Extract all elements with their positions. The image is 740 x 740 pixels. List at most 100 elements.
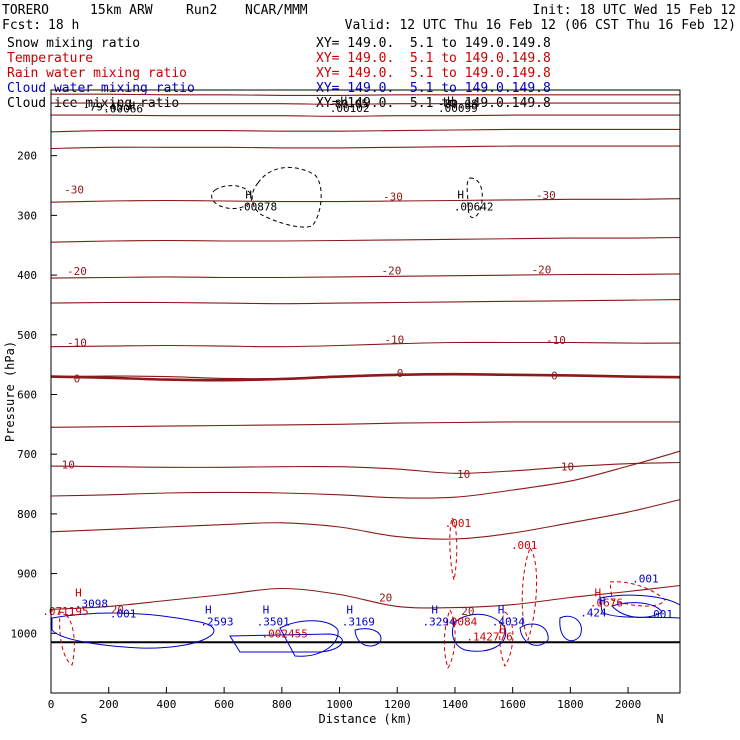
contour-label: .00642 <box>454 200 494 213</box>
rain-water-contour <box>521 547 537 642</box>
cloud-water-contour <box>354 628 382 647</box>
cloud-water-contour <box>452 613 507 652</box>
legend-name-temperature: Temperature <box>7 51 94 66</box>
legend-xy-temperature: XY= 149.0. 5.1 to 149.0.149.8 <box>316 51 551 66</box>
contour-label: .3169 <box>342 615 375 628</box>
y-tick-label: 600 <box>17 388 37 401</box>
x-tick-label: 800 <box>272 698 292 711</box>
header-run: Run2 <box>186 3 218 18</box>
isotherm-m25 <box>50 236 681 243</box>
contour-label: 0 <box>74 372 81 385</box>
contour-label: .00066 <box>103 103 143 116</box>
contour-label: .3501 <box>257 615 290 628</box>
contour-label: .001 <box>647 608 674 621</box>
isotherm-m45 <box>50 114 680 117</box>
contour-label: H <box>75 587 82 600</box>
x-tick-label: 0 <box>48 698 55 711</box>
contour-label: .0084 <box>444 615 477 628</box>
isotherm-m40 <box>50 128 680 133</box>
y-tick-label: 700 <box>17 448 37 461</box>
y-tick-label: 300 <box>17 209 37 222</box>
header-init: Init: 18 UTC Wed 15 Feb 12 <box>532 3 737 18</box>
header-resolution: 15km ARW <box>90 3 153 18</box>
x-tick-label: 400 <box>156 698 176 711</box>
contour-label: -30 <box>383 190 403 203</box>
contour-label: 20 <box>379 591 392 604</box>
contour-label: 20 <box>461 605 474 618</box>
contour-label: .001 <box>110 608 137 621</box>
legend-name-rain: Rain water mixing ratio <box>7 66 188 81</box>
contour-label: -20 <box>532 264 552 277</box>
contour-label: .00102 <box>330 102 370 115</box>
plot-frame <box>50 89 681 694</box>
contour-label: -30 <box>536 189 556 202</box>
isotherm-m35 <box>50 145 680 150</box>
cloud-water-contour <box>611 602 663 618</box>
header-fcst-value: 18 h <box>48 18 80 33</box>
x-tick-label: 200 <box>99 698 119 711</box>
contour-label: -30 <box>64 184 84 197</box>
contour-label: H <box>447 95 454 108</box>
x-tick-label: 2000 <box>615 698 642 711</box>
contour-label: .00878 <box>237 200 277 213</box>
isotherm-m15 <box>50 299 681 305</box>
rain-water-contour <box>59 611 75 666</box>
contour-label: 20 <box>111 603 124 616</box>
legend-name-cloud-water: Cloud water mixing ratio <box>7 81 195 96</box>
contour-label: H <box>245 188 252 201</box>
contour-label: -20 <box>67 265 87 278</box>
cloud-water-contour <box>51 612 215 649</box>
legend-xy-rain: XY= 149.0. 5.1 to 149.0.149.8 <box>316 66 551 81</box>
y-tick-label: 200 <box>17 150 37 163</box>
contour-label: -80.08 <box>438 98 478 111</box>
contour-label: 10 <box>561 461 574 474</box>
isotherm-m10 <box>50 341 681 348</box>
isotherm-m55 <box>50 93 680 97</box>
contour-label: .00099 <box>438 102 478 115</box>
rain-water-contour <box>499 611 514 668</box>
rain-water-contour <box>443 608 456 670</box>
contour-label: H <box>346 603 353 616</box>
legend-xy-cloud-water: XY= 149.0. 5.1 to 149.0.149.8 <box>316 81 551 96</box>
contour-label: H <box>498 603 505 616</box>
y-axis-title: Pressure (hPa) <box>3 341 17 442</box>
x-tick-label: 1800 <box>557 698 584 711</box>
contour-label: .002455 <box>262 627 308 640</box>
cloud-ice-contour <box>466 177 483 219</box>
contour-label: .142776 <box>466 630 512 643</box>
cloud-water-contour <box>229 633 343 653</box>
contour-label: .3294 <box>423 615 456 628</box>
contour-label: 0 <box>397 367 404 380</box>
isotherm-m30 <box>50 198 681 203</box>
contour-label: -80.05 <box>328 98 368 111</box>
y-tick-label: 400 <box>17 269 37 282</box>
contour-label: H <box>457 188 464 201</box>
contour-label: .071195 <box>42 605 88 618</box>
contour-label: H <box>499 623 506 636</box>
isotherm-10 <box>50 461 681 474</box>
contour-label: -79.45 <box>83 101 123 114</box>
contour-label: -10 <box>384 334 404 347</box>
contour-label: .001 <box>511 539 538 552</box>
contour-label: .001 <box>445 517 472 530</box>
isotherm-0 <box>50 372 681 382</box>
contour-label: .0676 <box>590 596 623 609</box>
contour-label: -10 <box>67 337 87 350</box>
cloud-ice-contour <box>211 185 253 209</box>
rain-water-contour <box>609 581 666 607</box>
header-org: NCAR/MMM <box>245 3 308 18</box>
x-tick-label: 600 <box>214 698 234 711</box>
x-tick-label: 1000 <box>326 698 353 711</box>
contour-label: 0 <box>551 369 558 382</box>
contour-label: H <box>341 95 348 108</box>
contour-label: .001 <box>632 572 659 585</box>
x-tick-label: 1600 <box>499 698 526 711</box>
contour-label: .4034 <box>492 615 525 628</box>
isotherm-m20 <box>50 273 681 279</box>
contour-label: H <box>431 603 438 616</box>
header-valid: Valid: 12 UTC Thu 16 Feb 12 (06 CST Thu … <box>344 18 736 33</box>
x-tick-label: 1200 <box>384 698 411 711</box>
isotherm-5 <box>50 421 680 428</box>
legend-xy-snow: XY= 149.0. 5.1 to 149.0.149.8 <box>316 36 551 51</box>
